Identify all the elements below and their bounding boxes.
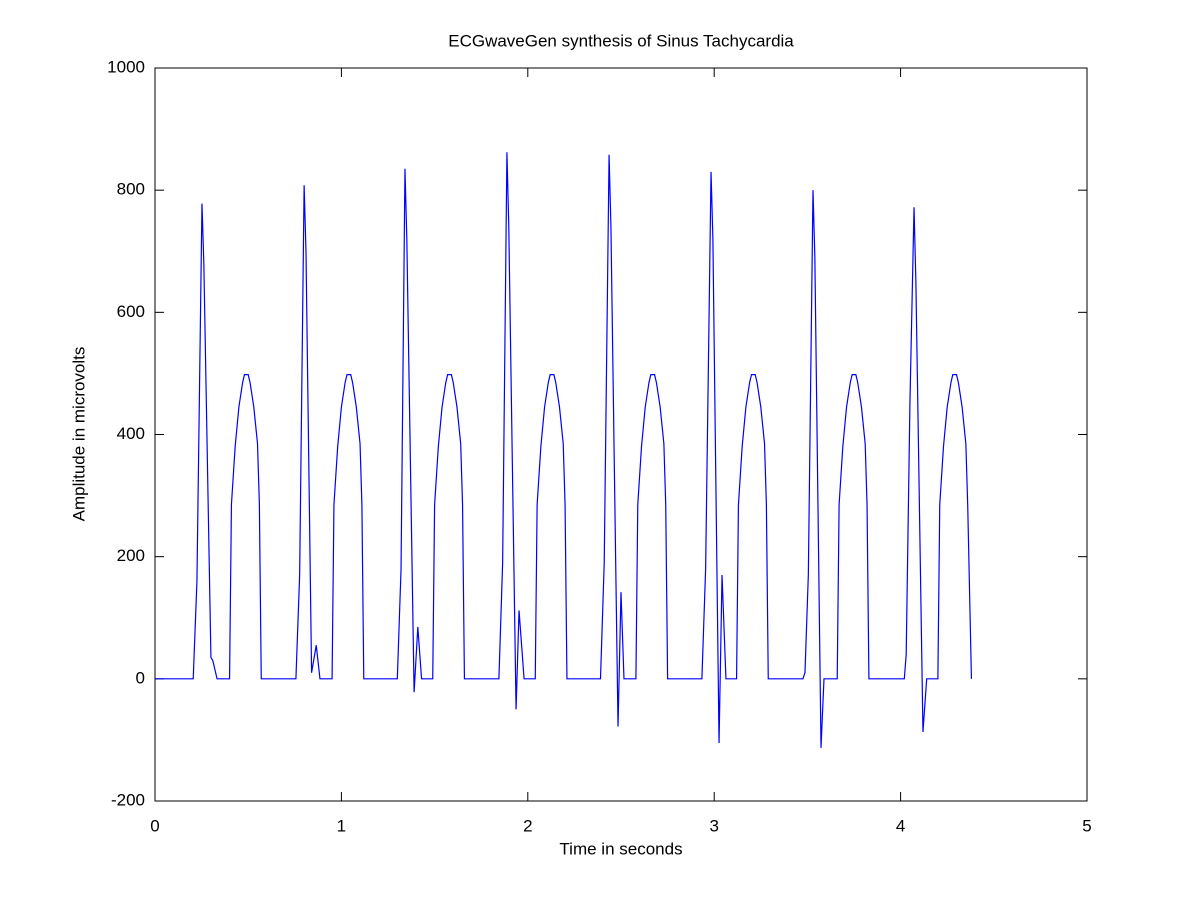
y-tick-label: 200	[117, 546, 145, 565]
y-axis-label: Amplitude in microvolts	[69, 347, 88, 522]
data-line	[155, 152, 973, 748]
x-tick-label: 5	[1082, 816, 1091, 835]
y-tick-label: 800	[117, 180, 145, 199]
y-tick-label: 0	[136, 668, 145, 687]
x-axis-label: Time in seconds	[559, 839, 682, 858]
y-tick-label: 400	[117, 424, 145, 443]
x-tick-label: 0	[150, 816, 159, 835]
y-tick-label: 600	[117, 302, 145, 321]
x-tick-label: 2	[523, 816, 532, 835]
chart-title: ECGwaveGen synthesis of Sinus Tachycardi…	[448, 31, 794, 50]
x-tick-label: 1	[337, 816, 346, 835]
y-tick-label: -200	[111, 790, 145, 809]
y-tick-label: 1000	[107, 57, 145, 76]
x-tick-label: 3	[709, 816, 718, 835]
x-tick-label: 4	[896, 816, 905, 835]
